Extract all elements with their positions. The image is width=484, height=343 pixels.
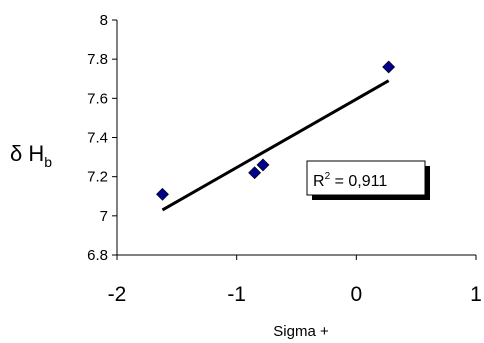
- data-point: [248, 166, 262, 180]
- ticks: 6.8 7 7.2 7.4 7.6 7.8 8 -2 -1 0 1: [87, 12, 482, 306]
- data-points: [156, 60, 396, 201]
- x-tick-label: 0: [350, 283, 362, 306]
- y-tick-label: 7.8: [87, 51, 108, 68]
- x-tick-label: -1: [227, 283, 246, 306]
- trendline: [161, 79, 390, 212]
- y-tick-label: 6.8: [87, 247, 108, 264]
- y-tick-label: 7: [100, 208, 108, 225]
- svg-text:R2 = 0,911: R2 = 0,911: [313, 171, 387, 190]
- data-point: [382, 60, 396, 74]
- x-tick-label: -2: [108, 283, 127, 306]
- data-point: [156, 187, 169, 201]
- y-axis-label: δ Hb: [10, 141, 52, 170]
- y-tick-label: 7.6: [87, 90, 108, 107]
- axes: [116, 20, 476, 256]
- y-tick-label: 8: [100, 12, 108, 29]
- r-squared-annotation: R2 = 0,911: [306, 160, 430, 200]
- y-tick-label: 7.4: [87, 130, 108, 147]
- x-tick-label: 1: [470, 283, 482, 306]
- x-axis-label: Sigma +: [273, 323, 329, 340]
- y-tick-label: 7.2: [87, 169, 108, 186]
- data-point: [256, 158, 270, 172]
